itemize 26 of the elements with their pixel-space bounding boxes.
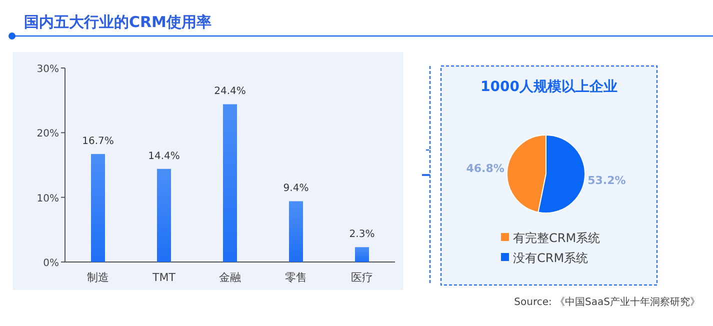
y-tick-label: 10%: [36, 193, 59, 204]
legend-label: 没有CRM系统: [513, 251, 588, 265]
data-label: 24.4%: [214, 86, 246, 98]
x-tick-label: 金融: [219, 271, 241, 284]
chart-title: 1000人规模以上企业: [480, 79, 618, 95]
x-tick-label: TMT: [152, 271, 176, 284]
y-tick-label: 20%: [36, 128, 59, 140]
bar: [223, 104, 237, 262]
data-label: 53.2%: [588, 174, 626, 188]
source-note: Source: 《中国SaaS产业十年洞察研究》: [514, 296, 700, 308]
data-label: 2.3%: [349, 229, 375, 240]
bar: [355, 247, 369, 262]
legend-label: 有完整CRM系统: [513, 231, 600, 245]
data-label: 16.7%: [82, 136, 114, 148]
bar: [91, 154, 105, 262]
y-tick-label: 0%: [43, 258, 59, 269]
x-tick-label: 医疗: [351, 271, 373, 284]
x-tick-label: 零售: [285, 271, 307, 284]
data-label: 9.4%: [283, 183, 309, 194]
chart-title: 国内五大行业的CRM使用率: [24, 13, 212, 31]
x-tick-label: 制造: [87, 271, 109, 284]
data-label: 14.4%: [148, 150, 180, 162]
bar: [289, 201, 303, 262]
bar: [157, 168, 171, 262]
data-label: 46.8%: [466, 162, 504, 175]
y-tick-label: 30%: [36, 64, 59, 75]
